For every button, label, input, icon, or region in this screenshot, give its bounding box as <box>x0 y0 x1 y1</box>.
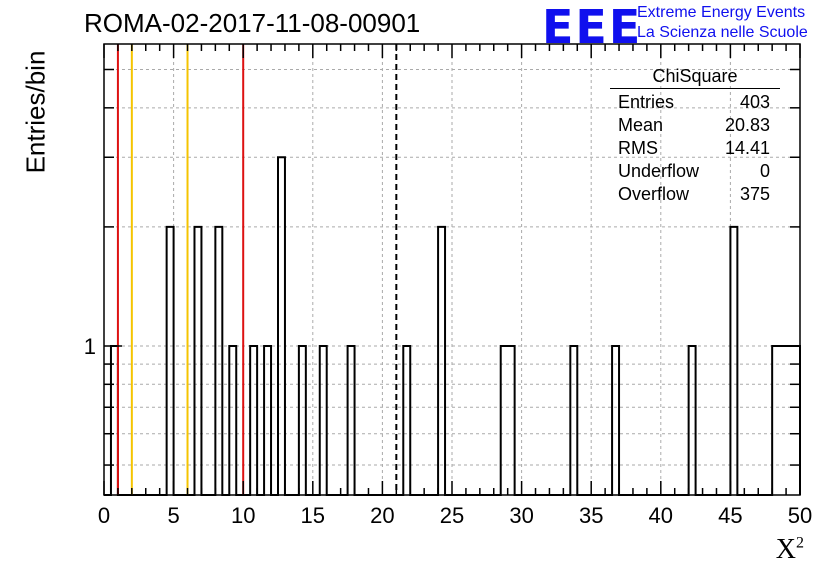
stats-label: Mean <box>618 115 664 135</box>
histogram-bar <box>730 227 737 495</box>
histogram-bar <box>438 227 445 495</box>
stats-row: Underflow 0 <box>610 160 780 183</box>
histogram-bar <box>501 346 508 495</box>
histogram-bar <box>250 346 257 495</box>
stats-label: Underflow <box>618 161 700 181</box>
x-axis-label: X2 <box>776 534 804 566</box>
stats-label: RMS <box>618 138 658 158</box>
chart-title: ROMA-02-2017-11-08-00901 <box>84 8 421 38</box>
logo-line-2: La Scienza nelle Scuole <box>637 24 808 41</box>
x-tick-label: 15 <box>301 503 325 528</box>
stats-row: Mean 20.83 <box>610 114 780 137</box>
logo-line-1: Extreme Energy Events <box>637 4 806 21</box>
histogram-bar <box>194 227 201 495</box>
x-tick-label: 5 <box>167 503 179 528</box>
histogram-bar <box>167 227 174 495</box>
histogram-bar <box>348 346 355 495</box>
histogram-bar <box>779 346 786 495</box>
x-tick-label: 20 <box>370 503 394 528</box>
stats-row: Overflow 375 <box>610 183 780 206</box>
histogram-bar <box>111 346 118 495</box>
stats-value: 375 <box>739 184 770 204</box>
x-tick-label: 0 <box>98 503 110 528</box>
x-tick-label: 50 <box>788 503 812 528</box>
histogram-bar <box>278 157 285 495</box>
histogram-bar <box>320 346 327 495</box>
histogram-bar <box>786 346 793 495</box>
histogram-bar <box>229 346 236 495</box>
x-axis-label-base: X <box>775 534 796 565</box>
x-tick-label: 25 <box>440 503 464 528</box>
x-tick-label: 10 <box>231 503 255 528</box>
x-tick-label: 45 <box>718 503 742 528</box>
histogram-bar <box>570 346 577 495</box>
tick-labels: 0 5 10 15 20 25 30 35 40 45 50 1 <box>84 334 812 528</box>
stats-row: RMS 14.41 <box>610 137 780 160</box>
x-tick-label: 35 <box>579 503 603 528</box>
histogram-bar <box>299 346 306 495</box>
stats-value: 403 <box>739 92 770 112</box>
y-tick-label: 1 <box>84 334 96 359</box>
histogram-bar <box>793 346 800 495</box>
eee-logo: EEE <box>542 0 643 54</box>
histogram-bar <box>689 346 696 495</box>
stats-value: 14.41 <box>724 138 770 158</box>
histogram-bar <box>612 346 619 495</box>
stats-value: 0 <box>759 161 770 181</box>
stats-box: ChiSquare Entries 403 Mean 20.83 RMS 14.41 … <box>610 66 780 206</box>
stats-title: ChiSquare <box>610 66 780 89</box>
stats-label: Entries <box>618 92 675 112</box>
histogram-bar <box>403 346 410 495</box>
axis-ticks <box>103 44 801 495</box>
stats-label: Overflow <box>618 184 690 204</box>
y-axis-label: Entries/bin <box>20 50 51 174</box>
x-tick-label: 30 <box>509 503 533 528</box>
x-tick-label: 40 <box>649 503 673 528</box>
histogram-bar <box>772 346 779 495</box>
histogram-bar <box>264 346 271 495</box>
stats-row: Entries 403 <box>610 91 780 114</box>
stats-value: 20.83 <box>724 115 770 135</box>
histogram-bar <box>508 346 515 495</box>
reference-lines <box>116 44 398 495</box>
x-axis-label-superscript: 2 <box>796 534 804 552</box>
histogram-bar <box>215 227 222 495</box>
